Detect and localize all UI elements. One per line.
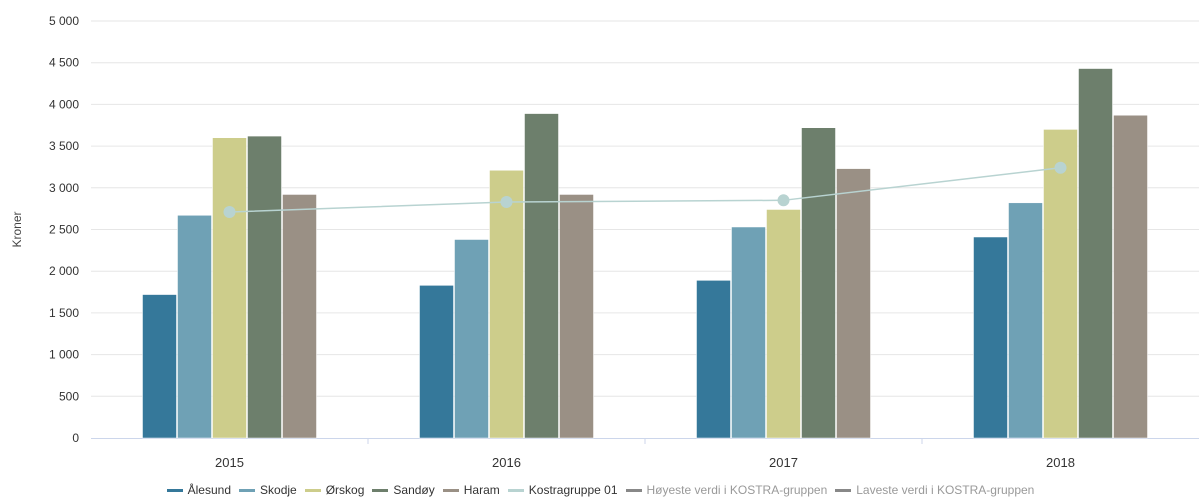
kostragruppe-line-layer xyxy=(223,161,1067,218)
legend-swatch xyxy=(372,488,389,492)
legend-label: Høyeste verdi i KOSTRA-gruppen xyxy=(646,483,828,497)
legend-swatch xyxy=(507,488,524,492)
bar-ålesund-2016[interactable] xyxy=(419,285,454,439)
bar-sandøy-2017[interactable] xyxy=(801,127,836,439)
y-tick-label: 3 000 xyxy=(49,181,79,195)
y-tick-label: 3 500 xyxy=(49,139,79,153)
legend-label: Skodje xyxy=(260,483,297,497)
bar-skodje-2018[interactable] xyxy=(1008,202,1043,439)
legend-item[interactable]: Kostragruppe 01 xyxy=(507,483,618,497)
x-tick-label: 2018 xyxy=(1046,455,1075,470)
line-point-kostragruppe-01-2017[interactable] xyxy=(777,194,790,207)
bar-skodje-2017[interactable] xyxy=(731,226,766,439)
bar-ålesund-2018[interactable] xyxy=(973,236,1008,439)
y-tick-label: 1 500 xyxy=(49,306,79,320)
bar-ålesund-2017[interactable] xyxy=(696,280,731,439)
legend-swatch xyxy=(304,488,321,492)
legend-label: Haram xyxy=(463,483,500,497)
y-tick-label: 4 000 xyxy=(49,97,79,111)
legend-item[interactable]: Laveste verdi i KOSTRA-gruppen xyxy=(835,483,1034,497)
legend-item[interactable]: Ålesund xyxy=(166,483,232,497)
bar-ørskog-2017[interactable] xyxy=(766,209,801,439)
legend-item[interactable]: Sandøy xyxy=(372,483,435,497)
legend-item[interactable]: Høyeste verdi i KOSTRA-gruppen xyxy=(625,483,828,497)
line-kostragruppe-01 xyxy=(229,167,1061,213)
legend-item[interactable]: Ørskog xyxy=(304,483,365,497)
legend-label: Sandøy xyxy=(393,483,435,497)
legend-label: Ålesund xyxy=(187,483,232,497)
legend-swatch xyxy=(442,488,459,492)
bar-haram-2016[interactable] xyxy=(559,194,594,439)
bar-skodje-2015[interactable] xyxy=(177,215,212,439)
legend-label: Laveste verdi i KOSTRA-gruppen xyxy=(856,483,1035,497)
bar-sandøy-2016[interactable] xyxy=(524,113,559,439)
chart: 0 500 1 000 1 500 2 000 2 500 3 000 3 500 4 000 4… xyxy=(10,14,1199,470)
x-tick-label: 2016 xyxy=(492,455,521,470)
legend-label: Ørskog xyxy=(325,483,365,497)
y-axis-title: Kroner xyxy=(10,211,24,247)
bar-ørskog-2018[interactable] xyxy=(1043,129,1078,439)
bar-haram-2017[interactable] xyxy=(836,168,871,439)
bar-haram-2015[interactable] xyxy=(282,194,317,439)
y-tick-label: 0 xyxy=(72,431,79,445)
bar-sandøy-2015[interactable] xyxy=(247,135,282,439)
bar-ørskog-2015[interactable] xyxy=(212,137,247,439)
axes: 0 500 1 000 1 500 2 000 2 500 3 000 3 500 4 000 4… xyxy=(10,14,1199,470)
y-tick-label: 500 xyxy=(59,389,79,403)
line-point-kostragruppe-01-2015[interactable] xyxy=(223,205,236,218)
bar-sandøy-2018[interactable] xyxy=(1078,68,1113,439)
bars xyxy=(142,68,1148,439)
legend-label: Kostragruppe 01 xyxy=(528,483,618,497)
y-tick-label: 2 000 xyxy=(49,264,79,278)
y-tick-label: 4 500 xyxy=(49,56,79,70)
y-tick-label: 2 500 xyxy=(49,223,79,237)
legend-swatch xyxy=(166,488,183,492)
x-tick-label: 2015 xyxy=(215,455,244,470)
bar-ålesund-2015[interactable] xyxy=(142,294,177,439)
legend-item[interactable]: Skodje xyxy=(239,483,297,497)
legend-swatch xyxy=(239,488,256,492)
legend: Ålesund Skodje Ørskog Sandøy Haram Kostragrup… xyxy=(0,483,1201,497)
legend-swatch xyxy=(835,488,852,492)
y-tick-label: 1 000 xyxy=(49,348,79,362)
y-tick-label: 5 000 xyxy=(49,14,79,28)
legend-swatch xyxy=(625,488,642,492)
x-tick-label: 2017 xyxy=(769,455,798,470)
bar-ørskog-2016[interactable] xyxy=(489,170,524,439)
bar-skodje-2016[interactable] xyxy=(454,239,489,439)
line-point-kostragruppe-01-2018[interactable] xyxy=(1054,161,1067,174)
line-point-kostragruppe-01-2016[interactable] xyxy=(500,195,513,208)
bar-haram-2018[interactable] xyxy=(1113,114,1148,439)
legend-item[interactable]: Haram xyxy=(442,483,500,497)
